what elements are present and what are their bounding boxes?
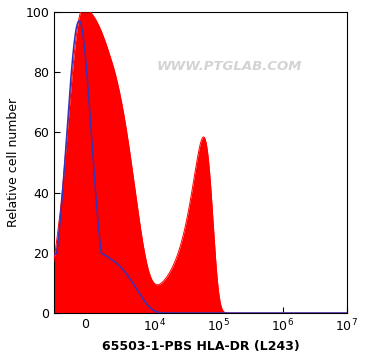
Y-axis label: Relative cell number: Relative cell number: [7, 98, 20, 227]
Text: WWW.PTGLAB.COM: WWW.PTGLAB.COM: [157, 60, 302, 73]
X-axis label: 65503-1-PBS HLA-DR (L243): 65503-1-PBS HLA-DR (L243): [101, 340, 299, 353]
